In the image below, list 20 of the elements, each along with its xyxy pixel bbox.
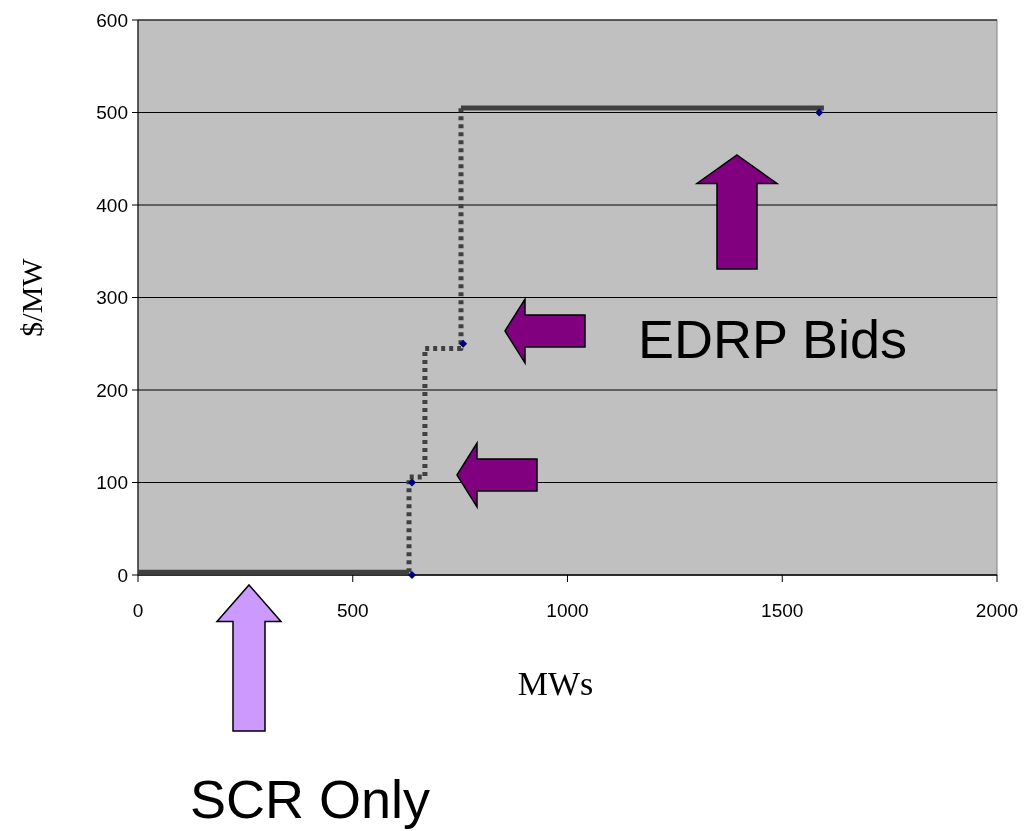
point	[408, 478, 417, 487]
y-tick-label: 200	[96, 379, 128, 401]
x-tick-label: 0	[132, 600, 144, 621]
x-tick-label: 2000	[975, 600, 1019, 621]
y-tick-label: 500	[96, 102, 128, 124]
y-tick-label: 100	[96, 472, 128, 494]
y-tick-label: 300	[96, 287, 128, 309]
annotation: EDRP Bids	[638, 309, 908, 369]
x-tick-label: 1000	[546, 600, 589, 621]
y-axis-title: $/MW	[15, 257, 48, 337]
x-tick-label: 500	[336, 600, 369, 621]
x-axis-title: MWs	[517, 665, 594, 702]
y-tick-label: 400	[96, 194, 128, 216]
x-tick-label: 1500	[761, 600, 804, 621]
y-tick-label: 600	[96, 9, 128, 31]
point	[815, 108, 824, 117]
point	[459, 339, 468, 348]
point	[408, 571, 417, 579]
text: SCR Only	[190, 769, 431, 829]
y-tick-label: 0	[117, 564, 128, 586]
